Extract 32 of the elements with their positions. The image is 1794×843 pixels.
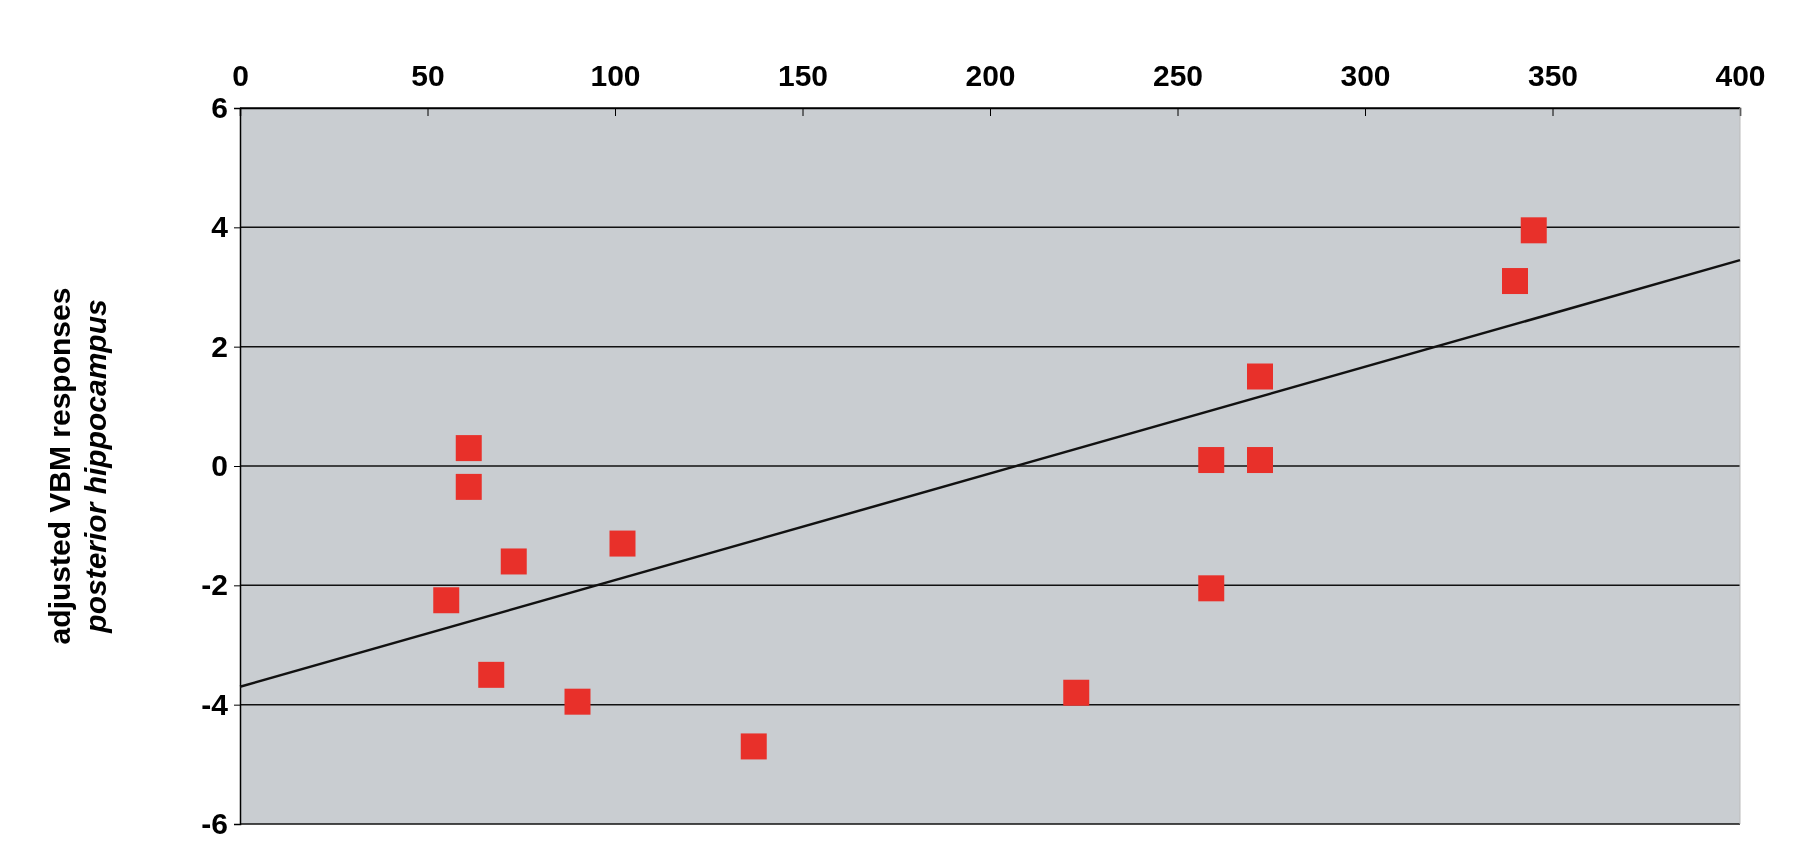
x-tick-label: 100 bbox=[590, 59, 641, 92]
point bbox=[1247, 447, 1273, 474]
point bbox=[1198, 447, 1225, 474]
point bbox=[455, 473, 482, 500]
point bbox=[1247, 363, 1273, 390]
y-tick-label: 4 bbox=[211, 210, 229, 244]
x-tick-label: 250 bbox=[1152, 59, 1204, 92]
y-tick-label: -4 bbox=[201, 687, 229, 721]
x-tick-label: 400 bbox=[1715, 59, 1766, 92]
y-tick-label: 2 bbox=[211, 329, 228, 363]
y-tick-label: 6 bbox=[211, 91, 228, 125]
point bbox=[609, 530, 636, 557]
x-tick-label: 50 bbox=[411, 59, 445, 92]
point bbox=[1063, 679, 1090, 706]
x-tick-label: 0 bbox=[232, 59, 249, 92]
point bbox=[500, 548, 527, 575]
point bbox=[740, 733, 767, 760]
y-tick-label: 0 bbox=[211, 449, 228, 483]
y-tick-label: -2 bbox=[201, 568, 228, 602]
point bbox=[1520, 217, 1547, 244]
point bbox=[433, 587, 460, 614]
x-tick-label: 200 bbox=[965, 59, 1016, 92]
x-tick-label: 150 bbox=[777, 59, 829, 92]
point bbox=[478, 661, 505, 688]
x-tick-label: 350 bbox=[1527, 59, 1579, 92]
point bbox=[564, 688, 591, 715]
y-tick-label: -6 bbox=[201, 807, 228, 841]
y-axis-title: adjusted VBM responses posterior hippocampus bbox=[43, 287, 112, 645]
point bbox=[1198, 575, 1225, 602]
point bbox=[455, 435, 482, 462]
x-tick-label: 300 bbox=[1340, 59, 1391, 92]
point bbox=[1502, 268, 1528, 295]
